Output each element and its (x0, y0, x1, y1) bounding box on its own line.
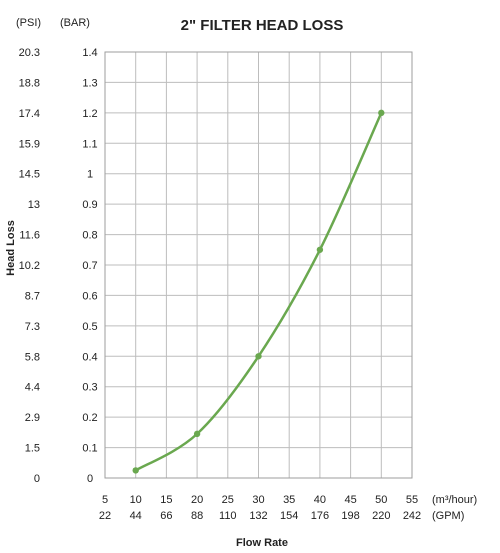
x-tick-m3h: 10 (130, 494, 142, 506)
y-tick-bar: 0.1 (82, 443, 97, 455)
y-tick-bar: 1 (87, 169, 93, 181)
y-tick-psi: 13 (28, 199, 40, 211)
y-tick-psi: 8.7 (25, 290, 40, 302)
x-tick-gpm: 88 (191, 510, 203, 522)
x-tick-gpm: 66 (160, 510, 172, 522)
x-ticks: 5 22 10 44 15 66 20 88 25 110 30 132 35 154 40 176 45 198… (99, 494, 421, 522)
x-unit-gpm: (GPM) (432, 510, 464, 522)
plot-frame (104, 51, 413, 479)
y-tick-bar: 1.2 (82, 108, 97, 120)
x-tick-m3h: 40 (314, 494, 326, 506)
x-tick-m3h: 55 (406, 494, 418, 506)
y-tick-bar: 0.5 (82, 321, 97, 333)
y-tick-bar: 0.3 (82, 382, 97, 394)
x-tick-m3h: 45 (344, 494, 356, 506)
y-tick-psi: 20.3 (19, 47, 40, 59)
y-tick-bar: 0.9 (82, 199, 97, 211)
y-tick-bar: 1.1 (82, 138, 97, 150)
x-tick-gpm: 110 (219, 510, 237, 522)
x-tick-m3h: 30 (252, 494, 264, 506)
y-tick-psi: 11.6 (19, 230, 40, 242)
x-tick-gpm: 198 (341, 510, 359, 522)
x-tick-m3h: 35 (283, 494, 295, 506)
x-tick-gpm: 22 (99, 510, 111, 522)
data-point (378, 109, 385, 117)
x-tick-m3h: 50 (375, 494, 387, 506)
y-axis-label: Head Loss (5, 220, 17, 276)
y-tick-bar: 0 (87, 473, 93, 485)
x-tick-gpm: 132 (249, 510, 267, 522)
y-tick-bar: 0.4 (82, 351, 97, 363)
x-tick-m3h: 5 (102, 494, 108, 506)
x-tick-gpm: 176 (311, 510, 329, 522)
y-tick-bar: 1.3 (82, 77, 97, 89)
series (132, 109, 385, 474)
x-tick-gpm: 44 (130, 510, 142, 522)
y-tick-psi: 7.3 (25, 321, 40, 333)
series-line (134, 111, 383, 472)
y-tick-psi: 5.8 (25, 351, 40, 363)
data-point (132, 467, 139, 474)
x-tick-gpm: 242 (403, 510, 421, 522)
x-unit-m3h: (m³/hour) (432, 494, 477, 506)
y-tick-psi: 0 (34, 473, 40, 485)
grid (104, 51, 413, 479)
y-unit-psi: (PSI) (16, 17, 41, 29)
y-tick-psi: 14.5 (19, 169, 40, 181)
y-tick-bar: 0.8 (82, 230, 97, 242)
y-tick-psi: 1.5 (25, 443, 40, 455)
x-tick-m3h: 15 (160, 494, 172, 506)
x-tick-gpm: 154 (280, 510, 298, 522)
chart-title: 2" FILTER HEAD LOSS (181, 17, 344, 34)
x-tick-gpm: 220 (372, 510, 390, 522)
y-tick-psi: 15.9 (19, 138, 40, 150)
data-point (193, 430, 201, 438)
x-tick-m3h: 20 (191, 494, 203, 506)
y-tick-bar: 0.6 (82, 290, 97, 302)
x-axis-label: Flow Rate (236, 537, 288, 549)
y-tick-psi: 10.2 (19, 260, 40, 272)
x-tick-m3h: 25 (222, 494, 234, 506)
y-tick-bar: 0.2 (82, 412, 97, 424)
y-ticks: 0 0 0.1 1.5 0.2 2.9 0.3 4.4 0.4 5.8 0.5 7.3 0.6 8.7 0.… (19, 47, 98, 485)
y-tick-psi: 2.9 (25, 412, 40, 424)
y-tick-psi: 18.8 (19, 77, 40, 89)
y-unit-bar: (BAR) (60, 17, 90, 29)
y-tick-bar: 1.4 (82, 47, 97, 59)
y-tick-bar: 0.7 (82, 260, 97, 272)
data-point (255, 353, 262, 360)
y-tick-psi: 4.4 (25, 382, 40, 394)
y-tick-psi: 17.4 (19, 108, 40, 120)
data-point (316, 246, 324, 253)
